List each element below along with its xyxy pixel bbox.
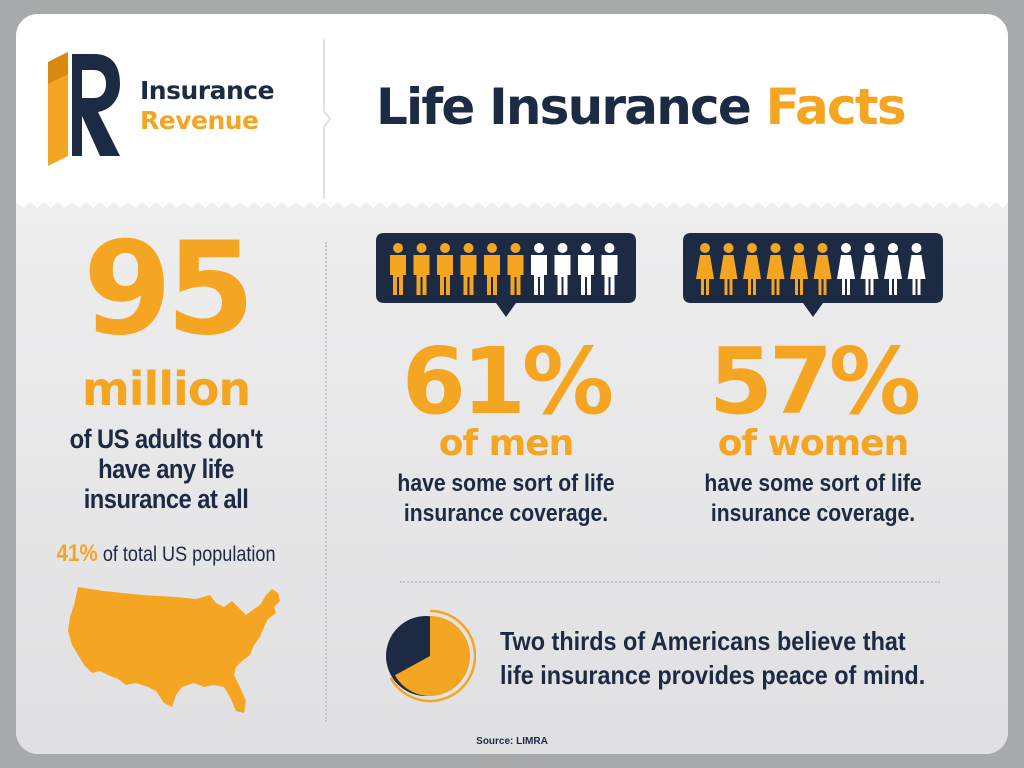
title-part2: Facts <box>765 78 907 136</box>
pie-chart-icon <box>386 609 476 703</box>
woman-figure-icon <box>837 243 855 295</box>
woman-figure-icon <box>860 243 879 295</box>
brand-name-line1: Insurance <box>140 76 275 105</box>
woman-figure-icon <box>719 243 738 295</box>
man-figure-icon <box>554 243 571 295</box>
brand-name-line2: Revenue <box>140 106 259 135</box>
woman-figure-icon <box>790 243 808 295</box>
population-percent: 41% <box>56 540 98 567</box>
peace-line1: Two thirds of Americans believe that <box>500 626 906 656</box>
ir-logo-icon <box>48 52 120 166</box>
adults-description: of US adults don't have any life insuran… <box>69 424 263 514</box>
population-line: 41% of total US population <box>37 540 295 568</box>
woman-figure-icon <box>813 243 832 295</box>
women-icon-bubble <box>683 233 943 317</box>
peace-line2: life insurance provides peace of mind. <box>500 660 926 690</box>
man-figure-icon <box>531 243 547 295</box>
man-figure-icon <box>578 243 594 295</box>
men-percent: 61% <box>401 328 614 435</box>
vertical-divider <box>325 242 327 722</box>
woman-figure-icon <box>884 243 902 295</box>
header <box>16 14 1008 199</box>
population-text: of total US population <box>102 543 276 566</box>
source-credit: Source: LIMRA <box>476 736 548 747</box>
us-map-icon <box>68 587 280 713</box>
title-part1: Life Insurance <box>376 78 752 136</box>
woman-figure-icon <box>696 243 714 295</box>
men-coverage-text: have some sort of life insurance coverag… <box>397 470 615 527</box>
man-figure-icon <box>437 243 453 295</box>
woman-figure-icon <box>907 243 926 295</box>
man-figure-icon <box>413 243 430 295</box>
adults-number: 95 <box>82 215 255 364</box>
women-percent: 57% <box>708 328 921 435</box>
horizontal-divider <box>400 581 940 583</box>
man-figure-icon <box>390 243 406 295</box>
peace-of-mind-text: Two thirds of Americans believe that lif… <box>500 624 932 692</box>
page-title: Life Insurance Facts <box>376 82 907 132</box>
infographic-card: Insurance Revenue Life Insurance Facts 9… <box>16 14 1008 754</box>
men-icon-bubble <box>376 233 636 317</box>
woman-figure-icon <box>743 243 761 295</box>
man-figure-icon <box>601 243 618 295</box>
man-figure-icon <box>460 243 477 295</box>
women-coverage-text: have some sort of life insurance coverag… <box>704 470 922 527</box>
header-divider <box>323 39 332 199</box>
women-label: of women <box>717 423 909 464</box>
zigzag-divider <box>16 194 1008 208</box>
men-label: of men <box>438 423 574 464</box>
man-figure-icon <box>507 243 524 295</box>
adults-unit: million <box>81 362 251 416</box>
man-figure-icon <box>484 243 500 295</box>
woman-figure-icon <box>766 243 785 295</box>
